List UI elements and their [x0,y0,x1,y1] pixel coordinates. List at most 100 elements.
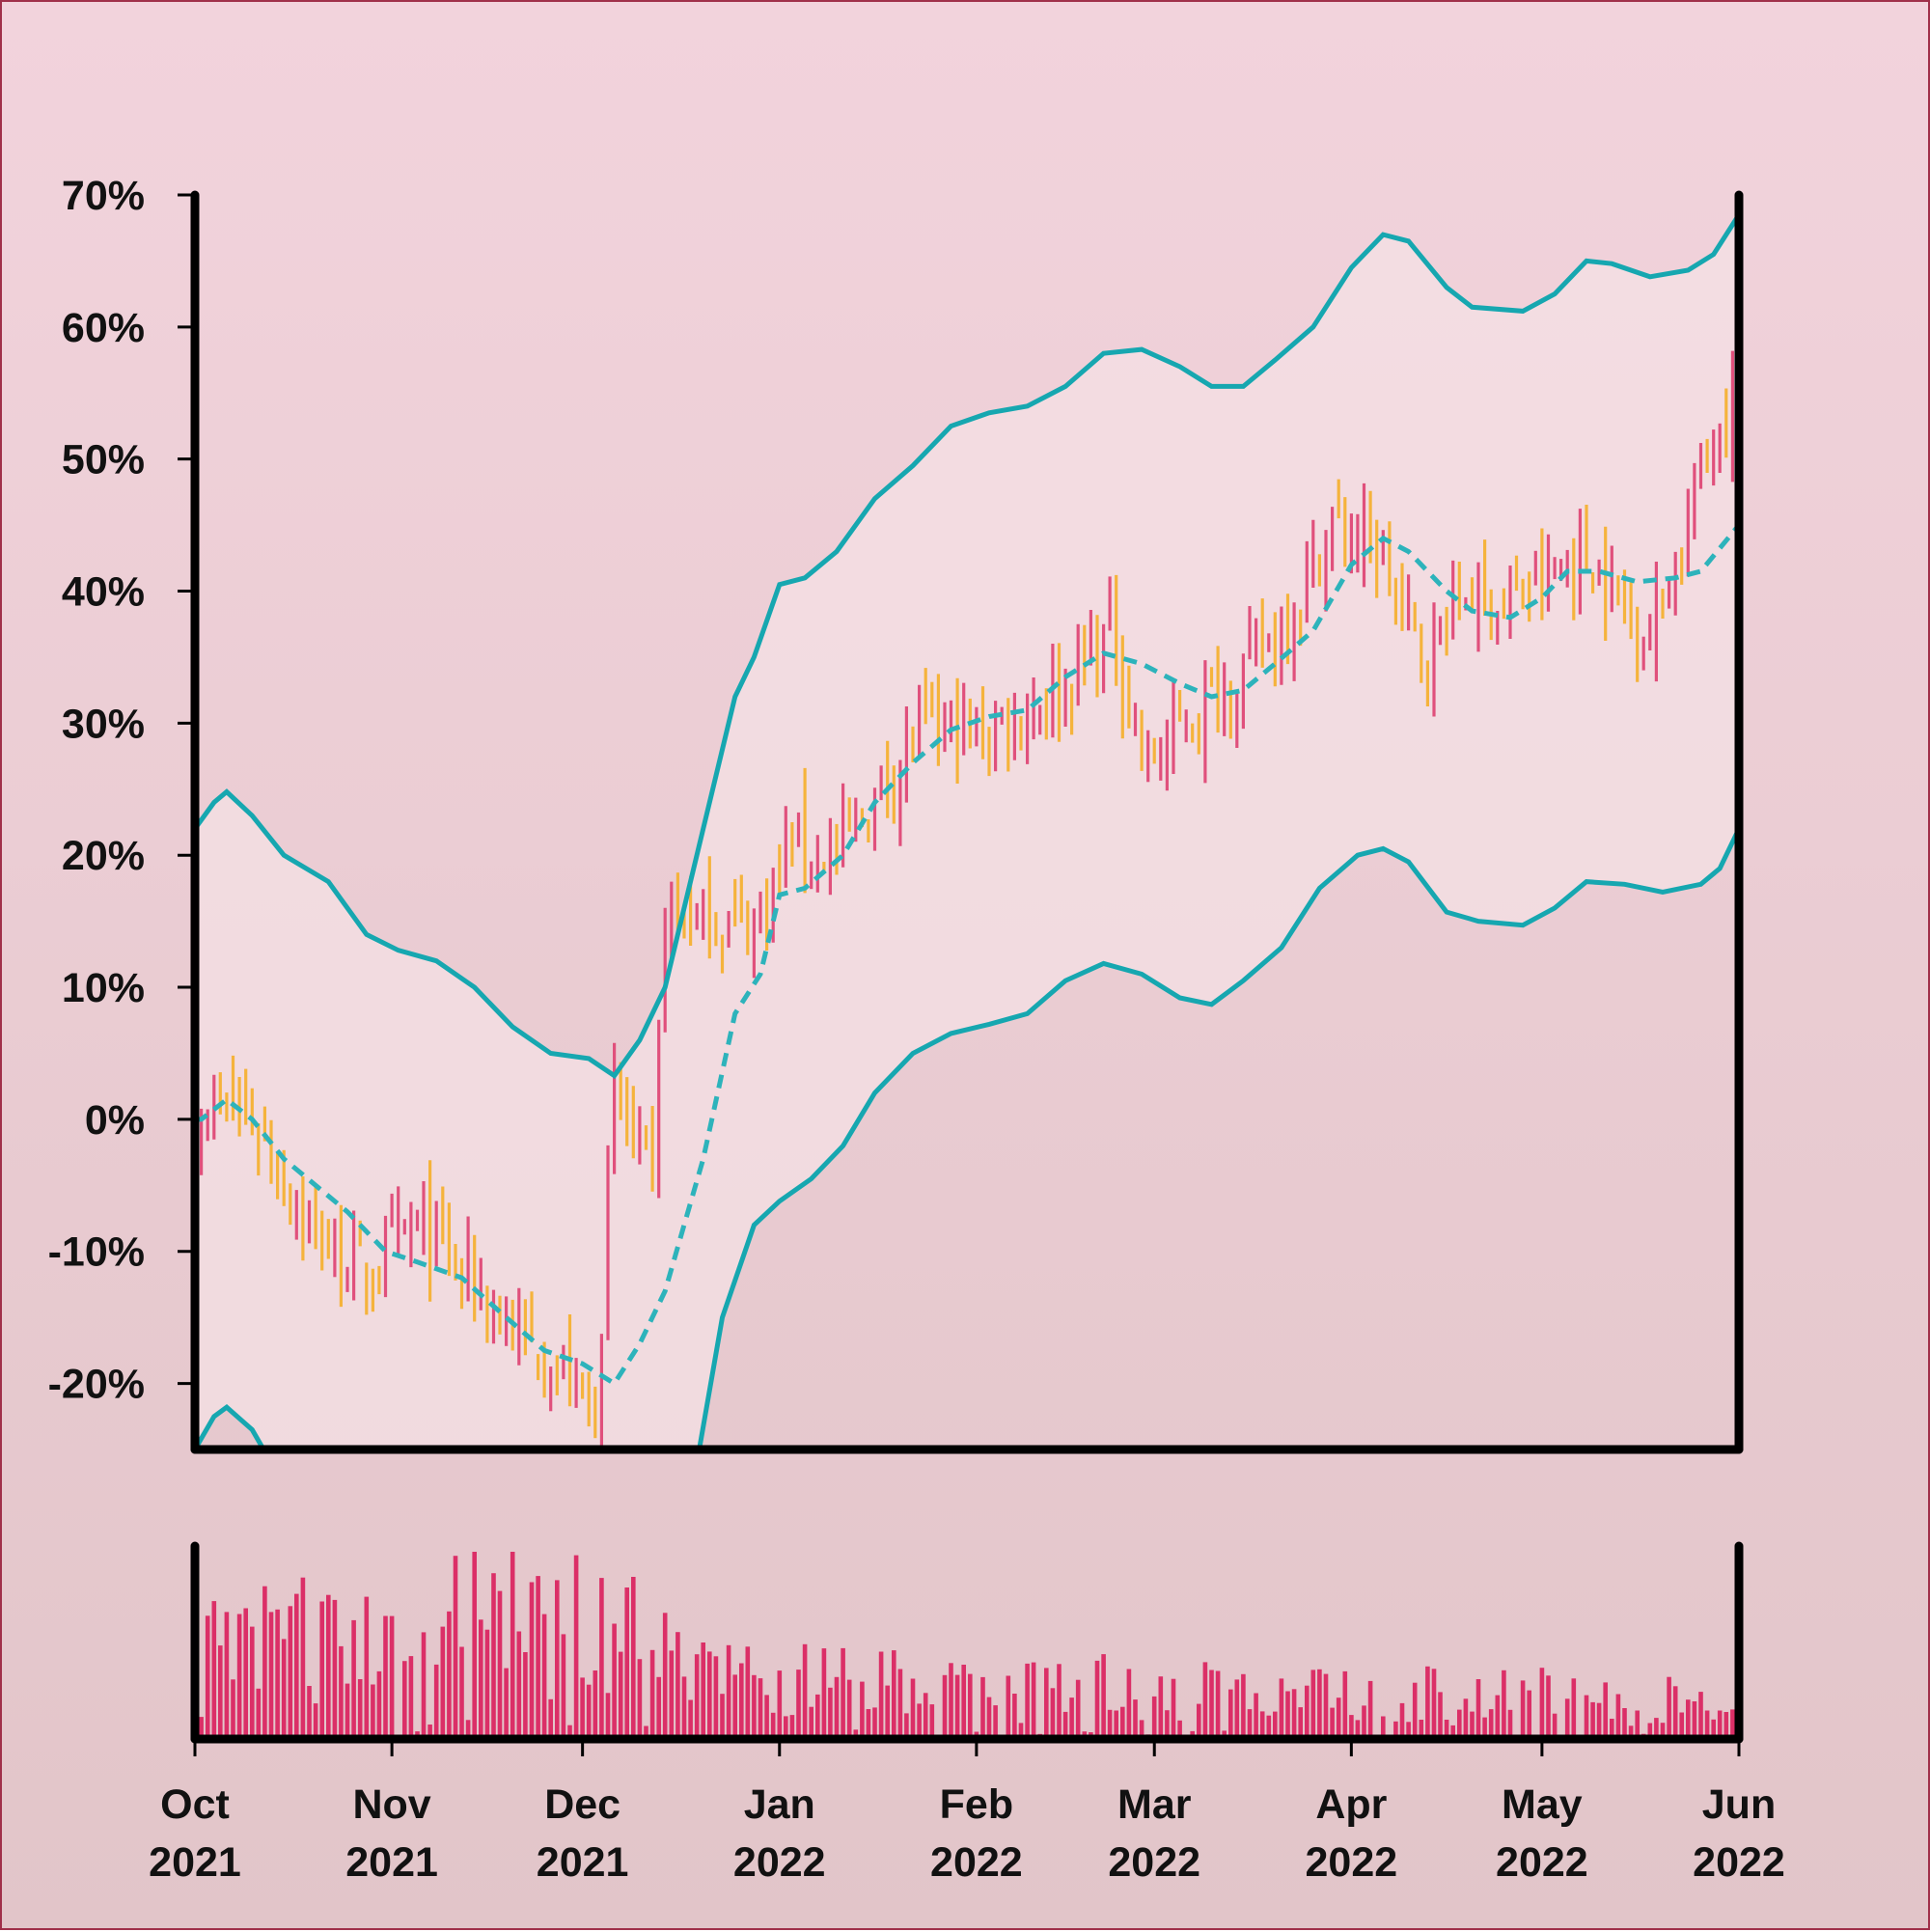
volume-bar-2021-12-27 [745,1646,751,1739]
volume-bar-2022-04-15 [1438,1692,1443,1739]
volume-bar-2022-04-25 [1502,1670,1506,1739]
volume-bar-2022-01-14 [860,1681,865,1739]
volume-bar-2022-03-24 [1298,1707,1303,1739]
bollinger-band-fill [195,214,1739,1449]
volume-bar-2021-12-29 [758,1678,763,1739]
volume-bar-2021-12-13 [656,1676,661,1739]
x-tick-year-2022-04-01: 2022 [1306,1839,1398,1886]
volume-bar-2022-04-19 [1463,1698,1469,1739]
volume-bar-2021-10-13 [268,1612,274,1739]
volume-bar-2022-02-26 [1133,1699,1138,1739]
lower-band-line [195,827,1739,1449]
volume-bar-2021-11-29 [567,1725,572,1739]
volume-bar-2022-01-21 [904,1713,909,1739]
volume-bar-2021-12-17 [681,1676,687,1739]
volume-bar-2021-12-01 [580,1677,585,1739]
volume-bar-2022-02-14 [1057,1664,1062,1739]
volume-bar-2022-05-16 [1635,1710,1640,1739]
volume-bar-2021-12-02 [586,1684,592,1739]
volume-bar-2022-05-05 [1564,1698,1570,1739]
volume-bar-2022-02-08 [1018,1723,1024,1739]
volume-bar-2021-12-21 [707,1651,712,1739]
volume-bar-2022-01-31 [968,1673,973,1739]
volume-bar-2021-11-10 [447,1611,452,1739]
volume-bar-2021-12-22 [713,1656,719,1739]
volume-bar-2022-02-15 [1062,1711,1068,1739]
ohlc-bars [200,350,1739,1449]
volume-bar-2021-11-11 [453,1556,458,1739]
volume-bar-2022-03-08 [1197,1703,1201,1739]
volume-bar-2021-12-07 [618,1651,623,1739]
volume-bar-2022-05-21 [1667,1676,1671,1739]
volume-bar-2021-10-10 [250,1626,255,1739]
volume-bar-2021-10-23 [332,1599,338,1739]
volume-bar-2022-04-29 [1527,1690,1531,1739]
volume-bar-2022-05-09 [1590,1701,1595,1739]
volume-bar-2021-10-24 [339,1645,344,1739]
volume-bar-2022-05-08 [1584,1695,1589,1739]
y-tick-label-50: 50% [62,437,145,483]
volume-bar-2022-01-12 [846,1679,852,1739]
volume-bar-2021-11-18 [497,1590,503,1739]
y-tick-label--20: -20% [48,1362,145,1408]
volume-bar-2021-10-28 [364,1596,370,1739]
volume-bar-2022-02-07 [1012,1694,1017,1739]
x-tick-year-2022-01-01: 2022 [733,1839,826,1886]
volume-bar-2022-04-16 [1444,1720,1449,1739]
x-tick-month-2022-05-01: May [1502,1781,1583,1828]
volume-bar-2022-01-03 [789,1715,795,1739]
volume-bar-2022-01-28 [949,1663,953,1739]
volume-bar-2022-03-03 [1165,1710,1170,1739]
volume-bar-2021-10-17 [294,1593,299,1739]
volume-bar-2022-03-29 [1330,1707,1335,1739]
volume-bar-2021-10-11 [256,1688,262,1739]
volume-bar-2022-04-06 [1381,1716,1386,1739]
volume-bar-2022-01-04 [796,1670,801,1739]
volume-bar-2021-11-12 [459,1646,464,1739]
y-tick-label-20: 20% [62,833,145,879]
volume-bar-2022-01-15 [866,1709,871,1739]
volume-bar-2022-05-22 [1672,1686,1678,1739]
volume-bar-2021-12-18 [688,1699,693,1739]
volume-bar-2021-10-21 [319,1601,324,1739]
volume-bar-2021-12-08 [624,1587,629,1739]
volume-bar-2022-05-10 [1596,1702,1602,1739]
volume-bar-2022-05-20 [1660,1723,1666,1739]
volume-bar-2022-02-09 [1025,1663,1030,1739]
volume-bar-2022-02-20 [1094,1660,1100,1739]
volume-bar-2021-11-26 [548,1698,553,1739]
volume-bar-2021-12-20 [701,1642,705,1739]
volume-bar-2021-10-22 [326,1594,331,1739]
volume-bar-2022-01-18 [885,1685,890,1739]
volume-bar-2021-12-23 [720,1694,725,1739]
volume-bar-2022-01-13 [853,1729,859,1739]
volume-bar-2021-10-20 [313,1703,318,1739]
volume-bar-2022-01-20 [897,1669,903,1739]
volume-bar-2021-11-23 [529,1582,535,1739]
x-tick-year-2021-10-01: 2021 [149,1839,241,1886]
volume-bar-2022-03-22 [1285,1691,1290,1739]
volume-bar-2022-03-18 [1259,1711,1265,1739]
volume-bar-2021-11-07 [427,1725,432,1739]
volume-bar-2022-03-16 [1247,1709,1253,1739]
volume-bar-2021-11-20 [510,1552,515,1739]
volume-bar-2021-11-27 [555,1580,560,1739]
volume-bar-2022-01-29 [954,1674,960,1739]
volume-bar-2021-10-06 [224,1612,230,1739]
volume-bar-2022-04-08 [1393,1721,1398,1739]
volume-bar-2021-11-22 [523,1652,528,1739]
volume-bar-2022-05-01 [1539,1668,1545,1739]
volume-bar-2022-05-28 [1711,1719,1716,1739]
volume-bar-2022-04-22 [1482,1717,1487,1739]
volume-bar-2022-05-24 [1686,1699,1691,1739]
volume-bar-2021-11-17 [491,1573,496,1739]
x-tick-month-2022-01-01: Jan [744,1781,815,1828]
volume-bar-2021-10-18 [300,1577,306,1739]
x-tick-month-2021-12-01: Dec [544,1781,620,1828]
volume-bar-2022-03-31 [1342,1670,1348,1739]
volume-bar-2021-10-14 [275,1609,280,1739]
volume-bar-2022-03-20 [1273,1711,1278,1739]
volume-bar-2022-02-12 [1044,1668,1049,1739]
